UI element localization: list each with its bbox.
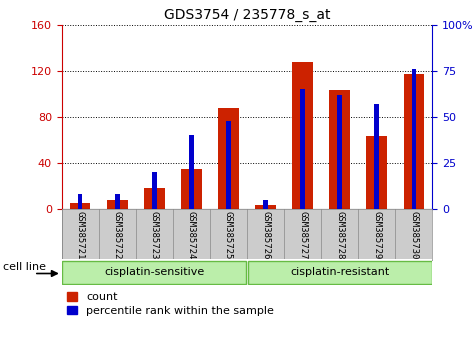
Bar — [300, 89, 305, 209]
Text: GSM385724: GSM385724 — [187, 211, 196, 260]
Bar — [330, 90, 350, 209]
Text: cisplatin-sensitive: cisplatin-sensitive — [104, 267, 205, 277]
Bar — [411, 69, 416, 209]
Bar — [115, 194, 120, 209]
Bar — [189, 135, 194, 209]
Text: GSM385722: GSM385722 — [113, 211, 122, 260]
Bar — [152, 172, 157, 209]
Bar — [144, 188, 164, 209]
Bar — [404, 74, 424, 209]
Bar — [107, 200, 127, 209]
Title: GDS3754 / 235778_s_at: GDS3754 / 235778_s_at — [164, 8, 330, 22]
Bar — [181, 169, 201, 209]
Text: GSM385723: GSM385723 — [150, 211, 159, 260]
Text: GSM385728: GSM385728 — [335, 211, 344, 260]
Text: GSM385725: GSM385725 — [224, 211, 233, 260]
Text: GSM385726: GSM385726 — [261, 211, 270, 260]
Bar — [218, 108, 238, 209]
Bar — [367, 136, 387, 209]
Text: GSM385727: GSM385727 — [298, 211, 307, 260]
Text: GSM385721: GSM385721 — [76, 211, 85, 260]
Legend: count, percentile rank within the sample: count, percentile rank within the sample — [67, 292, 274, 316]
Text: cell line: cell line — [3, 262, 46, 272]
Text: GSM385730: GSM385730 — [409, 211, 418, 260]
Bar — [293, 62, 313, 209]
Text: GSM385729: GSM385729 — [372, 211, 381, 260]
Bar — [263, 200, 268, 209]
Bar — [256, 205, 276, 209]
FancyBboxPatch shape — [248, 261, 431, 284]
Bar — [374, 104, 379, 209]
Bar — [78, 194, 83, 209]
Bar — [337, 95, 342, 209]
FancyBboxPatch shape — [63, 261, 246, 284]
Bar — [226, 120, 231, 209]
Bar — [70, 203, 90, 209]
Text: cisplatin-resistant: cisplatin-resistant — [290, 267, 389, 277]
